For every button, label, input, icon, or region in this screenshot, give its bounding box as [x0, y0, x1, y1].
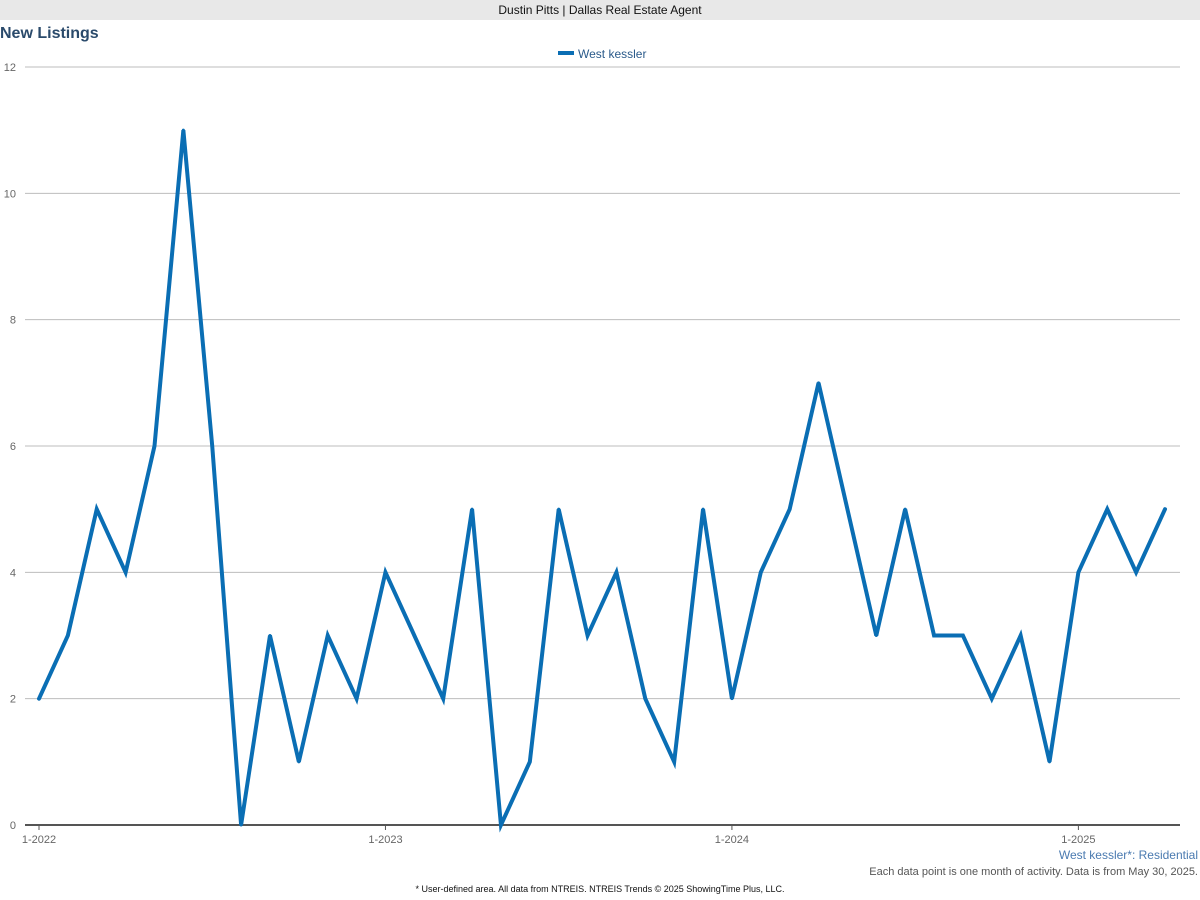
data-point [355, 697, 359, 701]
data-point [788, 507, 792, 511]
series-layer [37, 128, 1167, 833]
data-point [268, 634, 272, 637]
x-tick-label: 1-2022 [22, 834, 56, 846]
legend-swatch [558, 51, 574, 55]
data-point [759, 570, 763, 574]
data-point [66, 634, 70, 637]
activity-note: Each data point is one month of activity… [869, 866, 1198, 878]
data-point [499, 823, 503, 827]
data-point [643, 697, 647, 701]
data-point [586, 634, 590, 637]
data-point [470, 507, 474, 511]
data-point [1134, 570, 1138, 574]
data-point [528, 760, 532, 764]
legend-label: West kessler [578, 47, 646, 61]
grid-lines [25, 66, 1180, 700]
data-point [383, 570, 387, 574]
data-point [614, 570, 618, 574]
chart-title: New Listings [0, 25, 99, 42]
data-point [672, 760, 676, 764]
data-point [441, 697, 445, 701]
legend: West kessler [558, 47, 646, 61]
data-point [557, 507, 561, 511]
chart-axes: 0 2 4 6 8 10 12 1-2022 1-2023 1-2024 1-2025 [4, 62, 1180, 846]
y-tick-label: 10 [4, 188, 16, 200]
data-point [730, 697, 734, 701]
data-point [124, 570, 128, 574]
data-point [1105, 507, 1109, 511]
data-point [326, 634, 330, 637]
y-tick-label: 8 [10, 315, 16, 327]
data-point [932, 634, 936, 637]
source-note: * User-defined area. All data from NTREI… [415, 884, 785, 894]
data-point [845, 507, 849, 511]
data-point [297, 760, 301, 764]
data-point [961, 634, 965, 637]
x-tick-label: 1-2025 [1061, 834, 1095, 846]
data-point [1163, 507, 1167, 511]
area-label: West kessler*: Residential [1058, 848, 1198, 862]
series-line [37, 129, 1167, 833]
data-point [903, 507, 907, 511]
y-tick-label: 4 [10, 567, 16, 579]
y-tick-label: 12 [4, 62, 16, 74]
data-point [1048, 760, 1052, 764]
data-point [412, 634, 416, 637]
data-point [701, 507, 705, 511]
report-header-title: Dustin Pitts | Dallas Real Estate Agent [0, 0, 1200, 20]
y-tick-label: 0 [10, 820, 16, 832]
y-tick-label: 6 [10, 441, 16, 453]
y-tick-label: 2 [10, 694, 16, 706]
x-tick-label: 1-2024 [715, 834, 749, 846]
data-point [37, 697, 41, 701]
data-point [990, 697, 994, 701]
data-point [181, 128, 185, 132]
data-point [95, 507, 99, 511]
data-point [239, 823, 243, 827]
data-point [210, 444, 214, 448]
data-point [874, 634, 878, 637]
x-tick-label: 1-2023 [368, 834, 402, 846]
data-point [1076, 570, 1080, 574]
data-point [817, 381, 821, 385]
data-point [152, 444, 156, 448]
data-point [1019, 634, 1023, 637]
